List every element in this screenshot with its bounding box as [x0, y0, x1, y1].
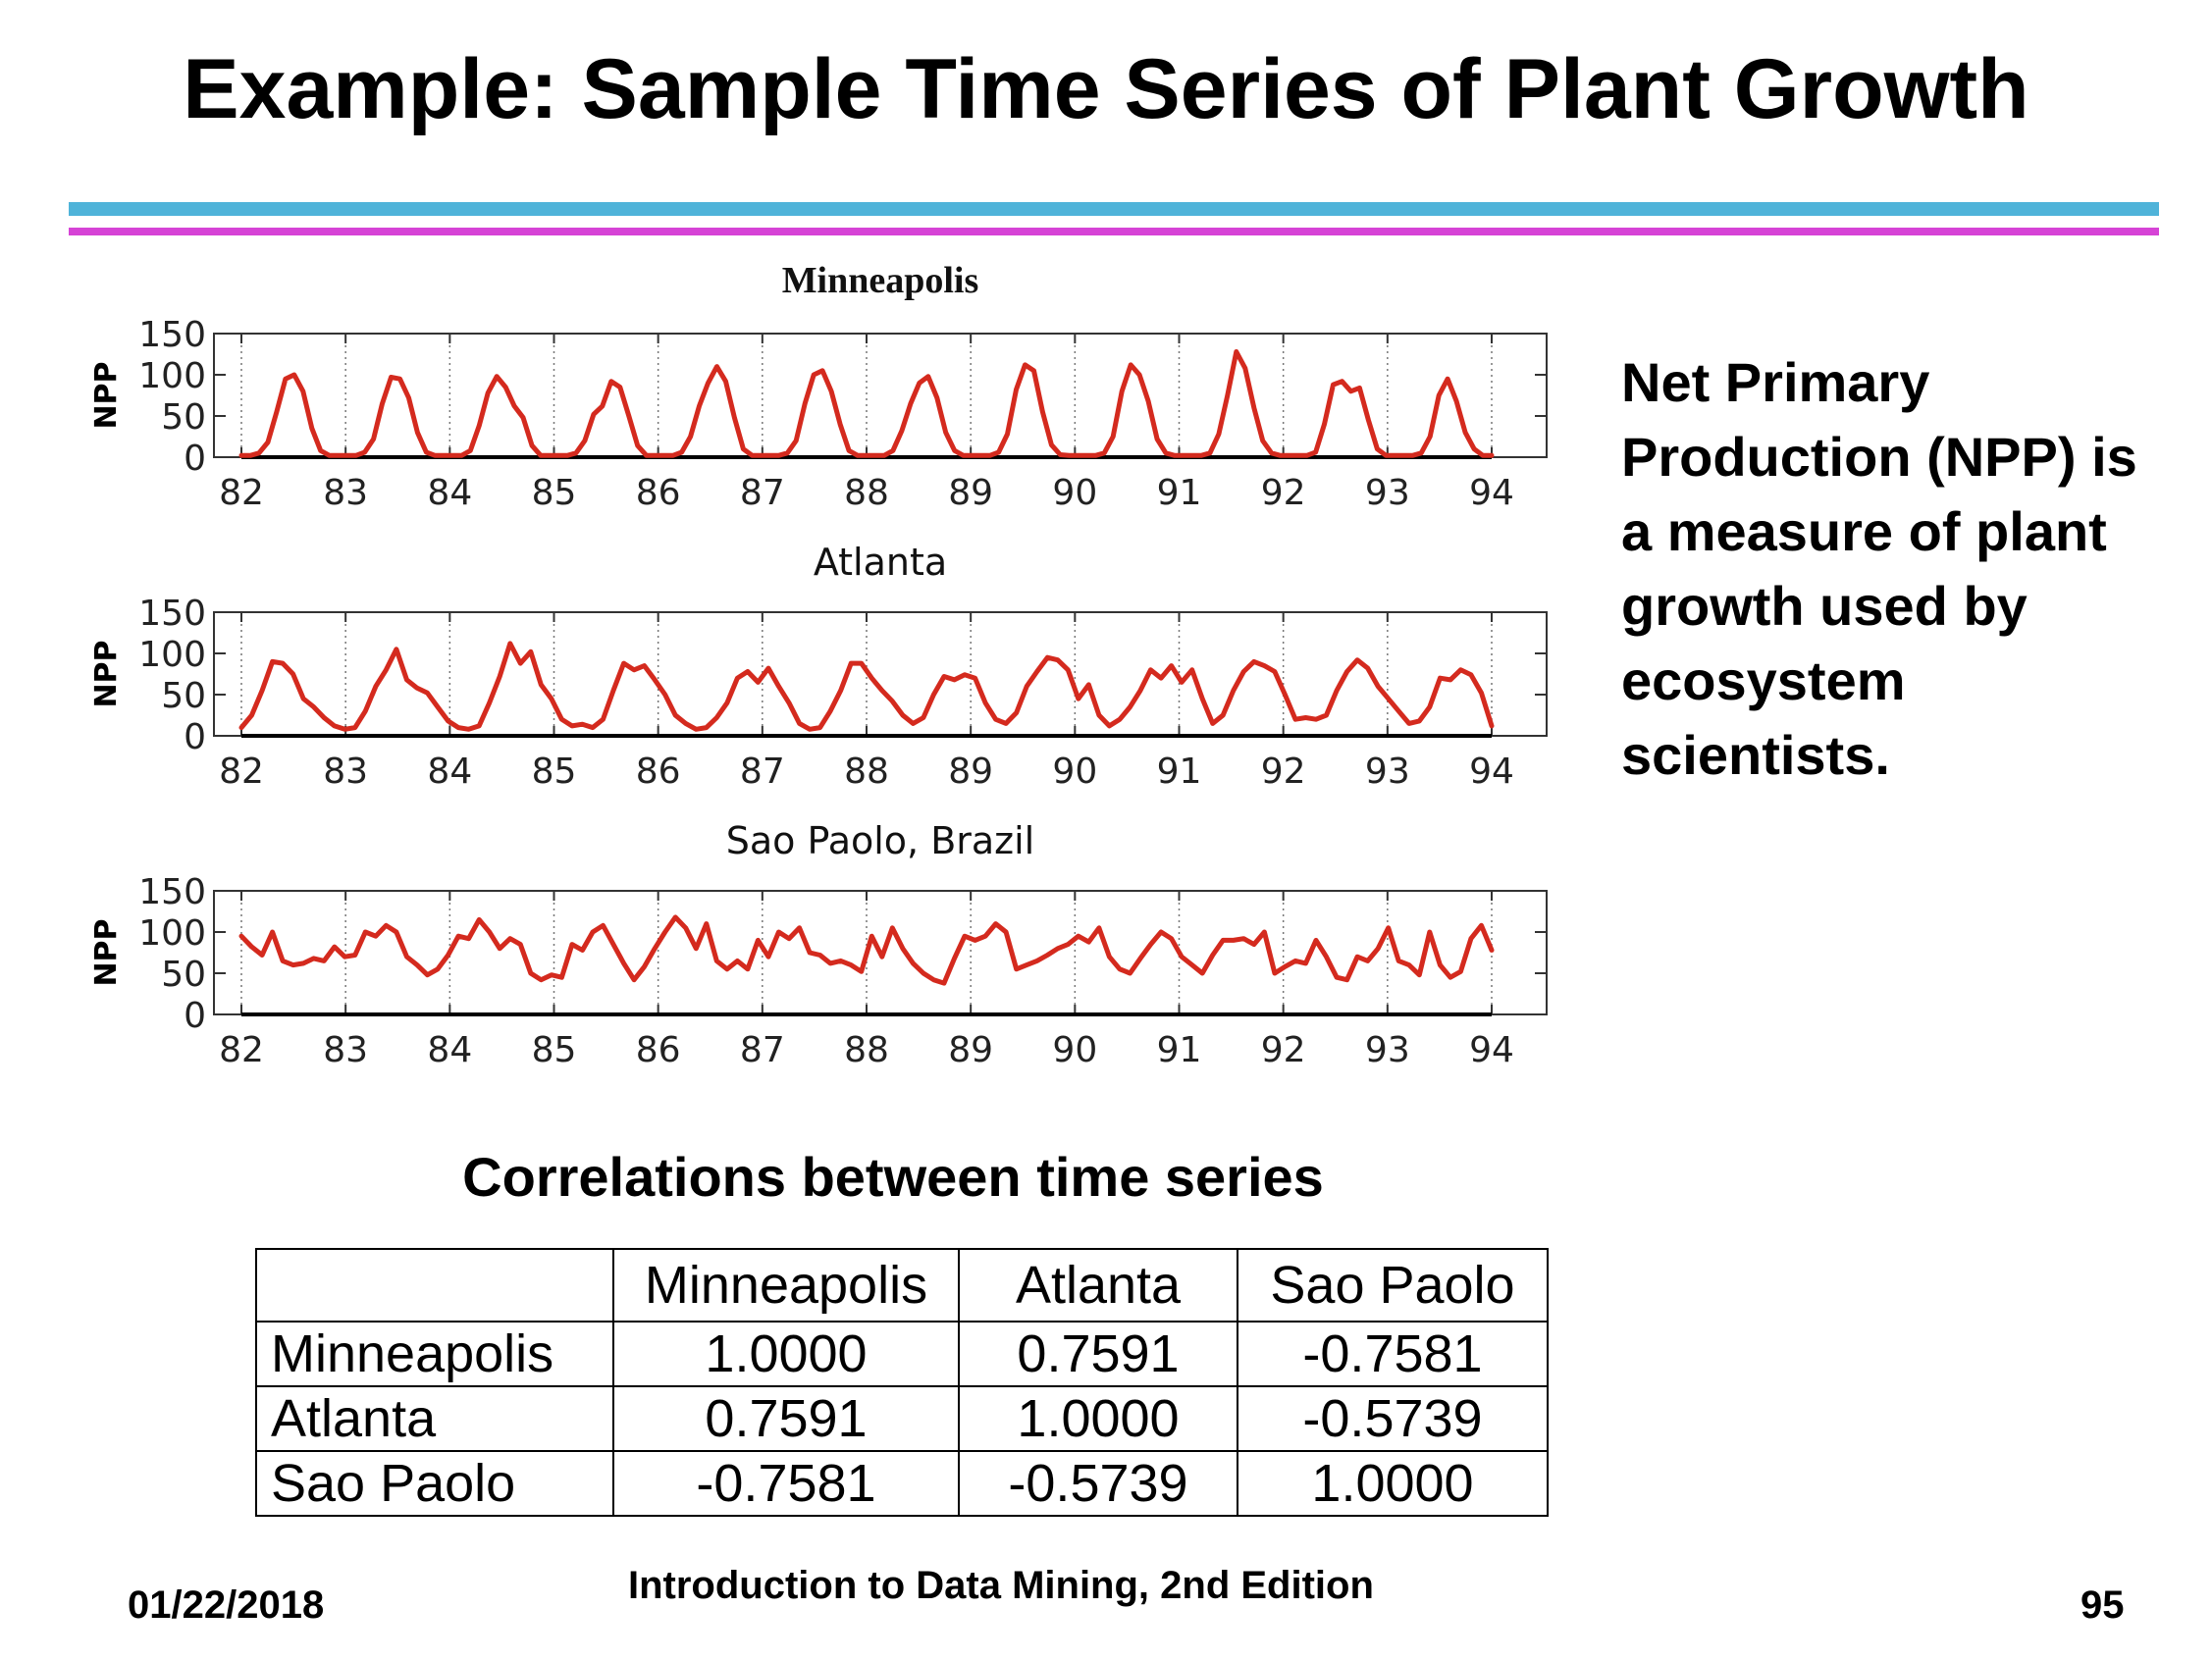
x-tick-label: 83: [323, 752, 368, 792]
correlation-table: Minneapolis Atlanta Sao Paolo Minneapoli…: [255, 1248, 1549, 1517]
x-tick-label: 90: [1052, 473, 1097, 513]
x-tick-label: 82: [219, 752, 264, 792]
table-row: Sao Paolo -0.7581 -0.5739 1.0000: [255, 1450, 1549, 1517]
header-rule-magenta: [69, 228, 2159, 235]
table-cell: -0.7581: [1237, 1321, 1549, 1387]
x-tick-label: 92: [1261, 473, 1306, 513]
x-tick-label: 93: [1365, 473, 1410, 513]
x-tick-label: 87: [740, 473, 785, 513]
npp-time-series-charts: 82 83 84 85 86 87 88 89 90 91 92 93 94050100150NPPMi…: [89, 260, 1548, 1070]
footer-date: 01/22/2018: [128, 1583, 325, 1627]
y-tick-label: 100: [138, 635, 206, 675]
x-tick-label: 84: [427, 752, 472, 792]
y-tick-label: 0: [184, 439, 206, 479]
y-axis-label: NPP: [89, 918, 124, 986]
x-tick-label: 91: [1157, 1030, 1202, 1070]
header-rule-blue: [69, 202, 2159, 216]
x-tick-label: 87: [740, 752, 785, 792]
x-tick-label: 83: [323, 473, 368, 513]
x-tick-label: 92: [1261, 752, 1306, 792]
y-axis-label: NPP: [89, 640, 124, 707]
chart-title: Minneapolis: [782, 260, 979, 301]
table-cell: 1.0000: [958, 1385, 1238, 1452]
table-row-label: Sao Paolo: [255, 1450, 614, 1517]
y-tick-label: 150: [138, 594, 206, 634]
table-row: Minneapolis 1.0000 0.7591 -0.7581: [255, 1321, 1549, 1387]
series-line: [238, 641, 1495, 732]
x-tick-label: 90: [1052, 1030, 1097, 1070]
y-tick-label: 50: [161, 676, 206, 716]
table-row: Atlanta 0.7591 1.0000 -0.5739: [255, 1385, 1549, 1452]
series-line: [238, 914, 1495, 986]
x-tick-label: 92: [1261, 1030, 1306, 1070]
y-tick-label: 100: [138, 356, 206, 396]
y-tick-label: 50: [161, 397, 206, 438]
x-tick-label: 91: [1157, 473, 1202, 513]
table-header-cell: Atlanta: [958, 1248, 1238, 1323]
x-tick-label: 86: [636, 752, 681, 792]
y-tick-label: 0: [184, 996, 206, 1036]
y-tick-label: 0: [184, 717, 206, 757]
table-cell: 0.7591: [958, 1321, 1238, 1387]
x-tick-label: 82: [219, 473, 264, 513]
table-header-row: Minneapolis Atlanta Sao Paolo: [255, 1248, 1549, 1323]
x-tick-label: 86: [636, 1030, 681, 1070]
x-tick-label: 91: [1157, 752, 1202, 792]
x-tick-label: 89: [948, 473, 993, 513]
slide-title: Example: Sample Time Series of Plant Gro…: [183, 42, 2029, 136]
correlations-title: Correlations between time series: [462, 1146, 1324, 1208]
npp-description: Net Primary Production (NPP) is a measur…: [1621, 351, 2137, 786]
chart-title: Sao Paolo, Brazil: [726, 819, 1034, 862]
y-tick-label: 50: [161, 955, 206, 995]
x-tick-label: 83: [323, 1030, 368, 1070]
table-row-label: Atlanta: [255, 1385, 614, 1452]
table-header-cell: Minneapolis: [612, 1248, 960, 1323]
series-line: [238, 349, 1495, 458]
table-cell: -0.7581: [612, 1450, 960, 1517]
footer-book-title: Introduction to Data Mining, 2nd Edition: [628, 1564, 1374, 1607]
x-tick-label: 88: [844, 752, 889, 792]
x-tick-label: 88: [844, 473, 889, 513]
x-tick-label: 82: [219, 1030, 264, 1070]
table-row-label: Minneapolis: [255, 1321, 614, 1387]
table-header-cell: [255, 1248, 614, 1323]
x-tick-label: 94: [1469, 473, 1514, 513]
table-cell: 1.0000: [612, 1321, 960, 1387]
x-tick-label: 85: [532, 473, 577, 513]
y-tick-label: 150: [138, 872, 206, 912]
x-tick-label: 93: [1365, 1030, 1410, 1070]
x-tick-label: 87: [740, 1030, 785, 1070]
x-tick-label: 90: [1052, 752, 1097, 792]
x-tick-label: 94: [1469, 752, 1514, 792]
plot-frame: [213, 333, 1548, 458]
table-cell: 0.7591: [612, 1385, 960, 1452]
page-number: 95: [2080, 1583, 2125, 1627]
x-tick-label: 94: [1469, 1030, 1514, 1070]
x-tick-label: 85: [532, 752, 577, 792]
chart-title: Atlanta: [814, 541, 947, 584]
table-cell: 1.0000: [1237, 1450, 1549, 1517]
x-tick-label: 93: [1365, 752, 1410, 792]
x-tick-label: 84: [427, 1030, 472, 1070]
table-cell: -0.5739: [958, 1450, 1238, 1517]
x-tick-label: 89: [948, 752, 993, 792]
x-tick-label: 86: [636, 473, 681, 513]
x-tick-label: 85: [532, 1030, 577, 1070]
x-tick-label: 88: [844, 1030, 889, 1070]
y-tick-label: 100: [138, 913, 206, 954]
table-header-cell: Sao Paolo: [1237, 1248, 1549, 1323]
y-axis-label: NPP: [89, 361, 124, 429]
y-tick-label: 150: [138, 315, 206, 355]
x-tick-label: 84: [427, 473, 472, 513]
x-tick-label: 89: [948, 1030, 993, 1070]
table-cell: -0.5739: [1237, 1385, 1549, 1452]
